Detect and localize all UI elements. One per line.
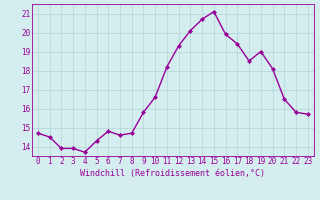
X-axis label: Windchill (Refroidissement éolien,°C): Windchill (Refroidissement éolien,°C) — [80, 169, 265, 178]
